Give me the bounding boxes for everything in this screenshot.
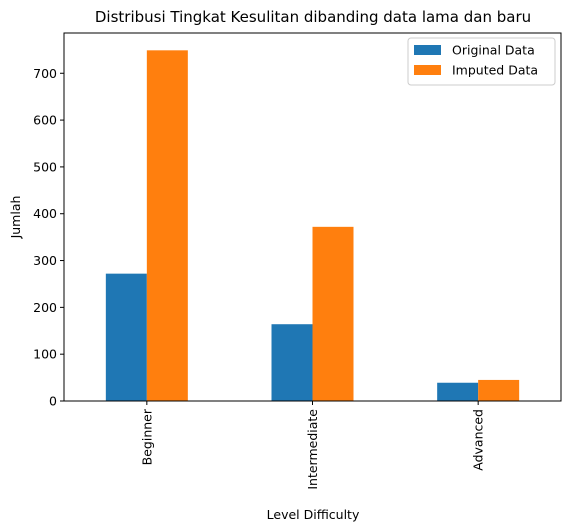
y-axis-label: Jumlah xyxy=(8,196,23,240)
chart-title: Distribusi Tingkat Kesulitan dibanding d… xyxy=(95,8,531,26)
plot-frame xyxy=(63,32,562,402)
legend-swatch-original-data xyxy=(414,45,441,55)
bar-advanced-imputed-data xyxy=(478,379,520,401)
bar-advanced-original-data xyxy=(437,382,479,401)
bar-beginner-original-data xyxy=(105,273,147,401)
legend: Original Data Imputed Data xyxy=(407,37,556,86)
y-tick-label: 400 xyxy=(33,206,57,221)
y-tick-label: 300 xyxy=(33,253,57,268)
legend-label-imputed-data: Imputed Data xyxy=(452,63,538,78)
y-tick-label: 200 xyxy=(33,300,57,315)
y-ticks-group: 0 100 200 300 400 500 600 700 xyxy=(33,66,64,409)
y-tick-label: 500 xyxy=(33,159,57,174)
bar-intermediate-imputed-data xyxy=(312,226,354,401)
x-axis-label: Level Difficulty xyxy=(267,507,360,522)
y-tick-label: 600 xyxy=(33,113,57,128)
bars-group xyxy=(105,50,520,402)
y-tick-label: 0 xyxy=(49,394,57,409)
x-tick-label-beginner: Beginner xyxy=(139,408,154,465)
bar-intermediate-original-data xyxy=(271,324,313,401)
bar-beginner-imputed-data xyxy=(146,50,188,402)
y-tick-label: 700 xyxy=(33,66,57,81)
x-ticks-group: Beginner Intermediate Advanced xyxy=(139,401,486,490)
legend-box xyxy=(407,37,556,86)
legend-label-original-data: Original Data xyxy=(452,43,535,58)
y-tick-label: 100 xyxy=(33,347,57,362)
x-tick-label-advanced: Advanced xyxy=(471,409,486,471)
x-tick-label-intermediate: Intermediate xyxy=(305,409,320,490)
legend-swatch-imputed-data xyxy=(414,65,441,75)
